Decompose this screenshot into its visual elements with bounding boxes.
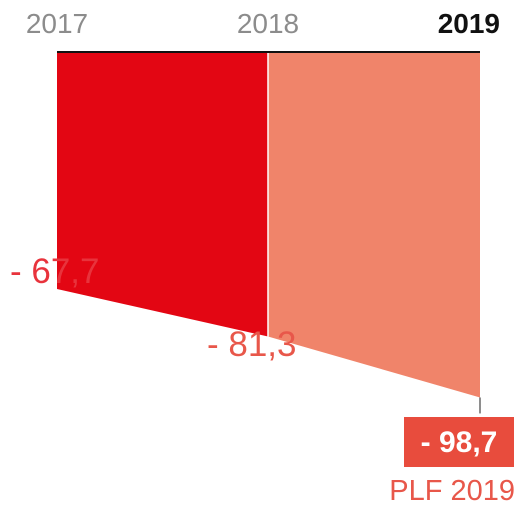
year-label-2018: 2018 [237, 8, 299, 39]
value-label-2019: - 98,7 [421, 426, 498, 459]
plf-annotation: PLF 2019 [389, 475, 515, 506]
segments-group [57, 52, 480, 398]
value-highlight-box [404, 417, 514, 467]
area-segment-2017-2018 [57, 52, 268, 337]
year-label-2017: 2017 [26, 8, 88, 39]
area-segment-2018-2019 [268, 52, 480, 398]
year-label-2019: 2019 [438, 8, 500, 39]
value-label-2017: - 67,7 [10, 252, 100, 291]
value-label-2018: - 81,3 [207, 325, 297, 364]
